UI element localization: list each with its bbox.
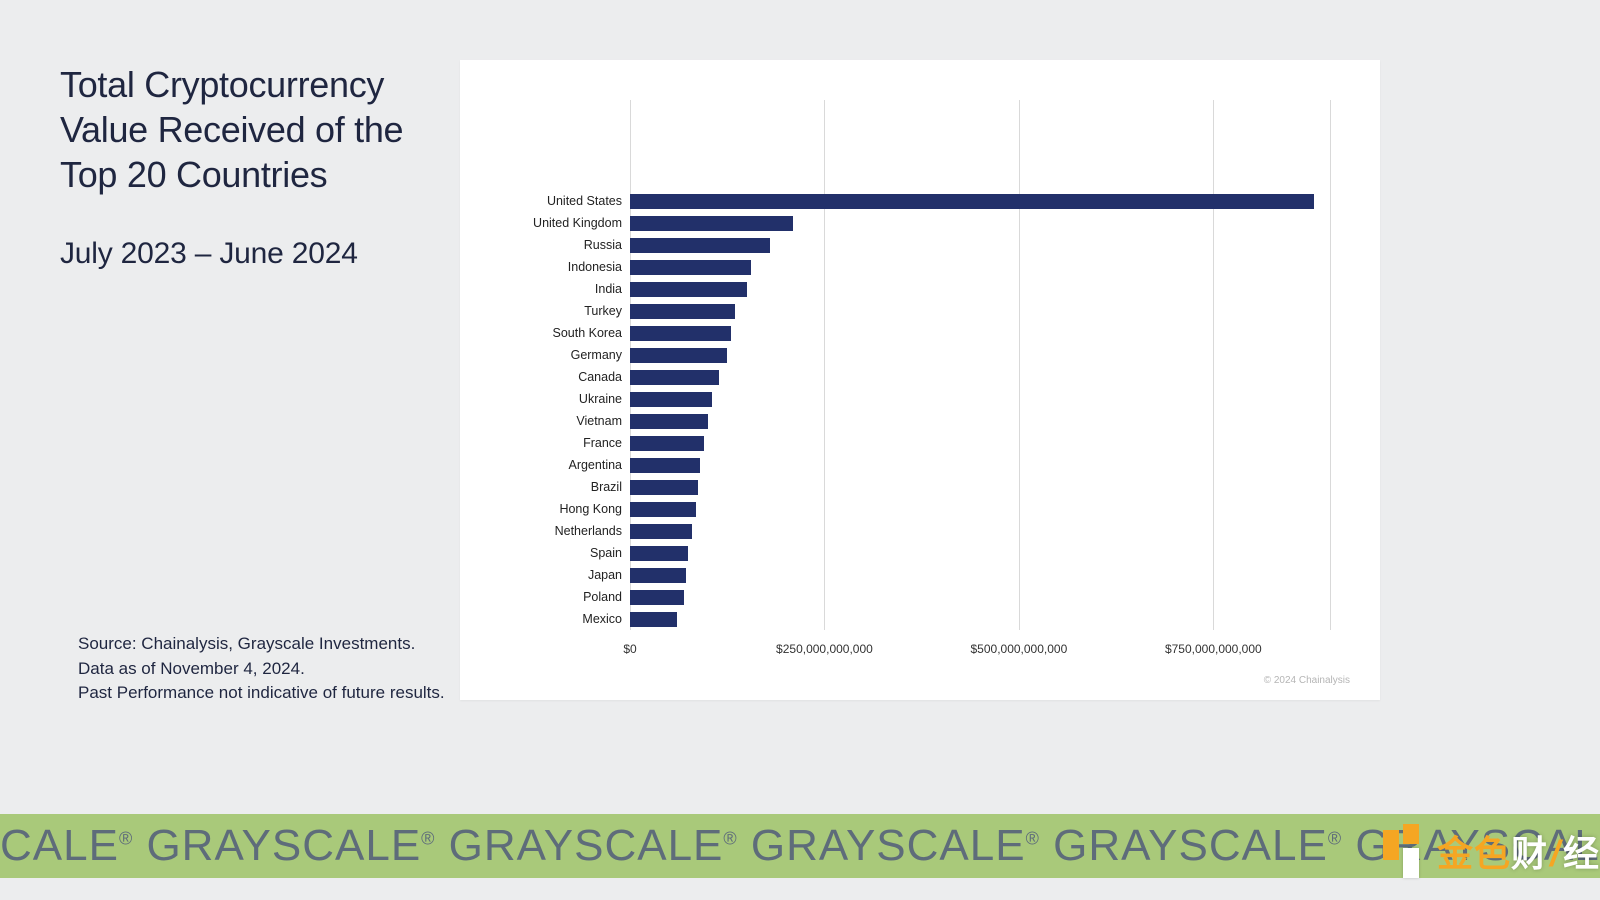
chart-copyright: © 2024 Chainalysis [1264, 675, 1350, 686]
bar-label: Netherlands [555, 524, 630, 538]
bar [630, 502, 696, 517]
bar-row: Spain [630, 546, 1330, 561]
bar-label: Brazil [591, 480, 630, 494]
bar-label: South Korea [553, 326, 631, 340]
x-tick-label: $0 [623, 642, 636, 656]
bar [630, 612, 677, 627]
bar-label: Germany [571, 348, 630, 362]
bar-label: Turkey [584, 304, 630, 318]
bar [630, 392, 712, 407]
chart-area: United StatesUnited KingdomRussiaIndones… [490, 100, 1350, 672]
logo-text-part-1: 金色 [1437, 833, 1511, 874]
bar [630, 524, 692, 539]
bar [630, 370, 719, 385]
bar [630, 458, 700, 473]
footnote: Source: Chainalysis, Grayscale Investmen… [78, 632, 448, 706]
logo-slash: / [1550, 833, 1561, 874]
bar-row: Poland [630, 590, 1330, 605]
bar [630, 436, 704, 451]
bar-row: Russia [630, 238, 1330, 253]
bar-label: Ukraine [579, 392, 630, 406]
bar-row: Indonesia [630, 260, 1330, 275]
bar-label: Spain [590, 546, 630, 560]
bar [630, 568, 686, 583]
bar-label: Japan [588, 568, 630, 582]
bar-row: Ukraine [630, 392, 1330, 407]
bar-row: Vietnam [630, 414, 1330, 429]
bar-label: Argentina [568, 458, 630, 472]
plot-inner [630, 190, 1330, 630]
footnote-line: Source: Chainalysis, Grayscale Investmen… [78, 632, 448, 657]
bar-row: France [630, 436, 1330, 451]
bar [630, 260, 751, 275]
x-tick-label: $750,000,000,000 [1165, 642, 1262, 656]
bar [630, 546, 688, 561]
bar-label: Mexico [582, 612, 630, 626]
bar-label: Canada [578, 370, 630, 384]
bar-label: United Kingdom [533, 216, 630, 230]
bar [630, 480, 698, 495]
bar [630, 216, 793, 231]
bar-label: Russia [584, 238, 630, 252]
logo-text: 金色财/经 [1437, 825, 1600, 877]
overlay-logo: 金色财/经 [1377, 816, 1600, 886]
bar-row: Japan [630, 568, 1330, 583]
bar [630, 326, 731, 341]
slide-title: Total Cryptocurrency Value Received of t… [60, 62, 440, 197]
bar-row: Germany [630, 348, 1330, 363]
logo-text-part-2: 财 [1511, 833, 1548, 874]
bar-label: India [595, 282, 630, 296]
slide: Total Cryptocurrency Value Received of t… [0, 0, 1600, 900]
logo-text-part-3: 经 [1563, 833, 1600, 874]
bar-row: Hong Kong [630, 502, 1330, 517]
bar-row: United States [630, 194, 1330, 209]
chart-plot [630, 190, 1330, 630]
left-column: Total Cryptocurrency Value Received of t… [60, 62, 440, 271]
bar-row: United Kingdom [630, 216, 1330, 231]
footnote-line: Data as of November 4, 2024. [78, 657, 448, 682]
bar-label: France [583, 436, 630, 450]
slide-subtitle: July 2023 – June 2024 [60, 237, 440, 271]
bar-row: Mexico [630, 612, 1330, 627]
logo-icon [1377, 824, 1431, 878]
bar-row: Brazil [630, 480, 1330, 495]
bar-row: Netherlands [630, 524, 1330, 539]
bar-row: South Korea [630, 326, 1330, 341]
bar-label: United States [547, 194, 630, 208]
bar-label: Vietnam [576, 414, 630, 428]
chart-card: United StatesUnited KingdomRussiaIndones… [460, 60, 1380, 700]
bar [630, 282, 747, 297]
grid-line [1330, 100, 1331, 630]
x-tick-label: $500,000,000,000 [970, 642, 1067, 656]
bar-row: Turkey [630, 304, 1330, 319]
bar [630, 238, 770, 253]
bar [630, 194, 1314, 209]
bar-row: India [630, 282, 1330, 297]
bar-label: Poland [583, 590, 630, 604]
x-tick-label: $250,000,000,000 [776, 642, 873, 656]
bar [630, 348, 727, 363]
bar-row: Argentina [630, 458, 1330, 473]
bar-row: Canada [630, 370, 1330, 385]
bar-label: Indonesia [568, 260, 630, 274]
footer-watermark-strip: CALE® GRAYSCALE® GRAYSCALE® GRAYSCALE® G… [0, 814, 1600, 878]
footer-watermark-text: CALE® GRAYSCALE® GRAYSCALE® GRAYSCALE® G… [0, 821, 1600, 871]
bar [630, 590, 684, 605]
bar [630, 414, 708, 429]
footnote-line: Past Performance not indicative of futur… [78, 681, 448, 706]
bar-label: Hong Kong [559, 502, 630, 516]
bar [630, 304, 735, 319]
